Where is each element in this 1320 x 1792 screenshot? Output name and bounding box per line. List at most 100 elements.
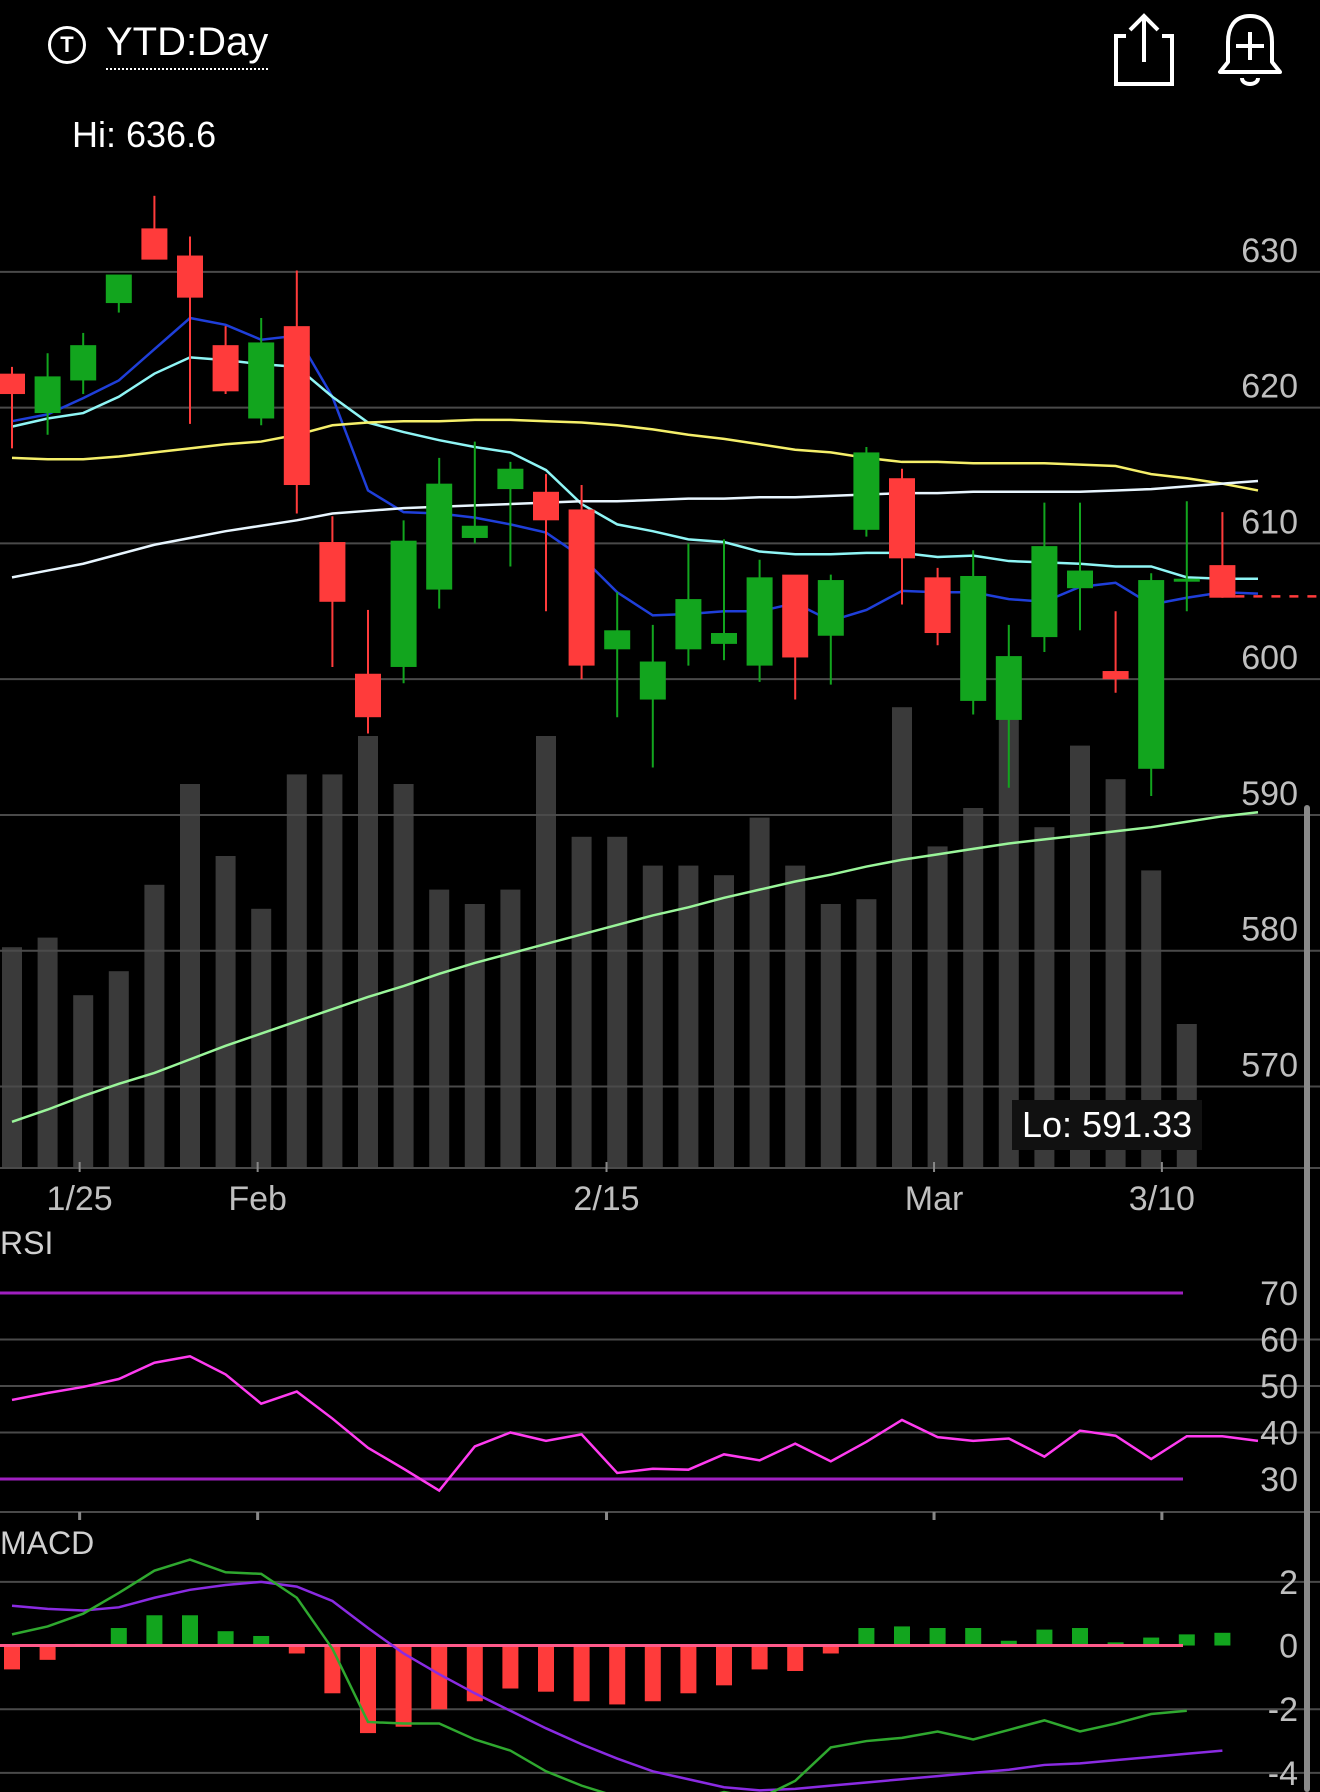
candle-body xyxy=(141,228,168,260)
candle-body xyxy=(390,540,417,667)
candle-body xyxy=(105,274,132,304)
macd-histogram-bar xyxy=(573,1645,590,1702)
candle-body xyxy=(746,577,773,666)
candle-body xyxy=(1173,578,1200,582)
candle-body xyxy=(1209,565,1236,598)
volume-bar xyxy=(1034,827,1055,1168)
macd-histogram-bar xyxy=(395,1645,412,1727)
macd-title: MACD xyxy=(0,1525,94,1561)
volume-bar xyxy=(286,774,307,1168)
macd-tick-label: 2 xyxy=(1279,1564,1298,1602)
macd-histogram-bar xyxy=(609,1645,626,1705)
macd-histogram-bar xyxy=(716,1645,732,1686)
candle-body xyxy=(461,525,488,538)
macd-histogram-bar xyxy=(751,1645,768,1670)
y-tick-label: 600 xyxy=(1241,639,1298,677)
moving-average-line xyxy=(11,356,1258,580)
rsi-tick-label: 30 xyxy=(1260,1461,1298,1499)
volume-bar xyxy=(464,904,485,1168)
y-tick-label: 630 xyxy=(1241,232,1298,270)
macd-histogram-bar xyxy=(4,1645,20,1670)
macd-histogram-bar xyxy=(1036,1629,1053,1646)
candle-body xyxy=(34,376,61,414)
candle-body xyxy=(212,345,239,392)
candle-body xyxy=(283,326,310,486)
volume-bar xyxy=(571,836,592,1168)
macd-tick-label: -2 xyxy=(1268,1691,1298,1729)
rsi-tick-label: 70 xyxy=(1260,1275,1298,1313)
macd-histogram-bar xyxy=(680,1645,697,1694)
volume-bar xyxy=(358,736,378,1168)
volume-bar xyxy=(393,784,414,1168)
candle-body xyxy=(426,483,453,590)
macd-histogram-bar xyxy=(1107,1642,1124,1646)
volume-bar xyxy=(180,784,200,1168)
x-tick-label: Mar xyxy=(905,1180,964,1218)
candle-body xyxy=(497,468,524,490)
volume-bar xyxy=(322,774,343,1168)
volume-bar xyxy=(1141,870,1162,1168)
volume-bar xyxy=(1105,779,1126,1168)
macd-histogram-bar xyxy=(324,1645,341,1694)
y-tick-label: 620 xyxy=(1241,368,1298,406)
candle-body xyxy=(1067,570,1093,589)
candle-body xyxy=(639,661,666,700)
high-label: Hi: 636.6 xyxy=(72,114,217,155)
candle-body xyxy=(675,599,702,650)
macd-signal-line xyxy=(11,1580,1223,1792)
candle-body xyxy=(1031,546,1058,638)
volume-bar xyxy=(536,736,556,1168)
macd-histogram-bar xyxy=(1178,1634,1195,1646)
share-icon[interactable] xyxy=(1106,8,1182,88)
macd-histogram-bar xyxy=(502,1645,519,1689)
macd-histogram-bar xyxy=(110,1628,127,1646)
macd-histogram-bar xyxy=(858,1628,875,1646)
candle-body xyxy=(995,656,1022,720)
scrollbar[interactable] xyxy=(1304,805,1310,1792)
volume-bar xyxy=(749,817,770,1168)
y-tick-label: 580 xyxy=(1241,911,1298,949)
period-icon[interactable]: T xyxy=(48,26,86,64)
volume-bar xyxy=(144,884,165,1168)
moving-average-line xyxy=(11,418,1259,492)
moving-average-line xyxy=(11,479,1259,579)
volume-bar xyxy=(2,947,22,1168)
volume-bar xyxy=(1070,745,1090,1168)
volume-bar xyxy=(963,808,984,1168)
volume-bar xyxy=(37,937,58,1168)
volume-bar xyxy=(251,908,272,1168)
candle-body xyxy=(0,373,25,395)
bell-plus-icon[interactable] xyxy=(1212,8,1288,88)
candle-body xyxy=(1138,580,1165,769)
x-tick-label: 1/25 xyxy=(47,1180,113,1218)
top-bar: T YTD:Day xyxy=(0,0,1320,110)
macd-line xyxy=(11,1558,1187,1792)
macd-histogram-bar xyxy=(217,1631,234,1646)
candle-body xyxy=(782,574,809,658)
macd-histogram-bar xyxy=(146,1615,163,1646)
candle-body xyxy=(817,580,844,636)
volume-bar xyxy=(73,995,94,1168)
volume-bar xyxy=(215,856,236,1168)
macd-histogram-bar xyxy=(1000,1640,1017,1646)
x-tick-label: Feb xyxy=(228,1180,287,1218)
macd-histogram-bar xyxy=(538,1645,554,1692)
volume-bar xyxy=(108,971,129,1168)
macd-histogram-bar xyxy=(894,1626,910,1646)
rsi-line xyxy=(11,1354,1259,1493)
rsi-tick-label: 60 xyxy=(1260,1322,1298,1360)
volume-bar xyxy=(714,875,734,1168)
macd-histogram-bar xyxy=(253,1635,270,1646)
rsi-title: RSI xyxy=(0,1225,53,1261)
volume-bar xyxy=(820,904,841,1168)
x-tick-label: 2/15 xyxy=(573,1180,639,1218)
candle-body xyxy=(1102,671,1129,680)
y-tick-label: 590 xyxy=(1241,775,1298,813)
rsi-tick-label: 50 xyxy=(1260,1368,1298,1406)
macd-histogram-bar xyxy=(182,1615,198,1646)
period-selector[interactable]: YTD:Day xyxy=(106,20,269,70)
candle-body xyxy=(711,633,737,644)
volume-bar xyxy=(500,889,521,1168)
y-tick-label: 610 xyxy=(1241,503,1298,541)
